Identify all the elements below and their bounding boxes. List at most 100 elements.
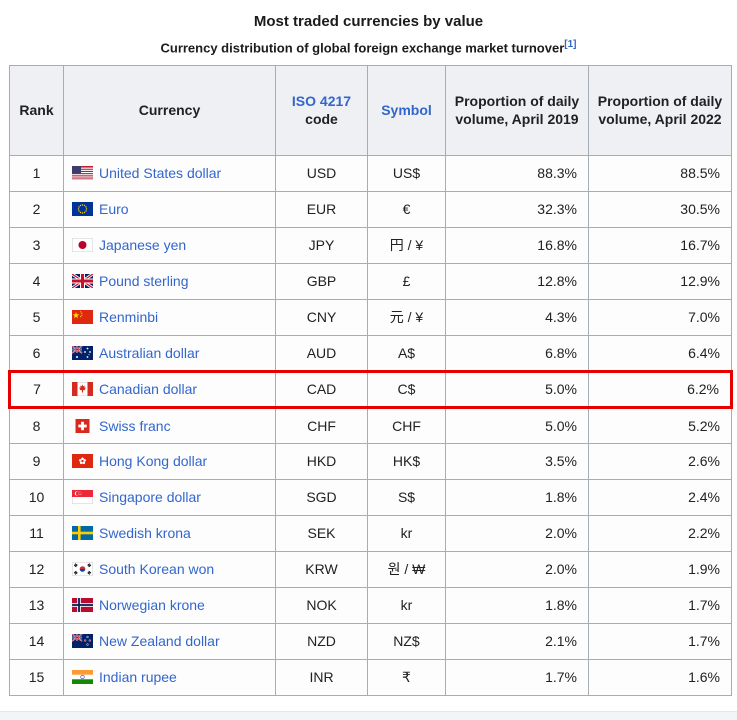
flag-icon-kr: [72, 562, 93, 577]
rank-header: Rank: [9, 65, 64, 157]
currency-link[interactable]: Australian dollar: [99, 344, 200, 361]
table-body: 1 United States dollar USD US$ 88.3% 88.…: [8, 155, 733, 697]
table-row: 9 Hong Kong dollar HKD HK$ 3.5% 2.6%: [9, 443, 732, 481]
volume-2022-cell: 88.5%: [588, 155, 732, 193]
volume-2019-cell: 5.0%: [445, 370, 589, 410]
rank-cell: 15: [9, 659, 64, 697]
flag-icon-gb: [72, 274, 93, 289]
currency-cell: Canadian dollar: [63, 370, 276, 410]
iso-code-cell: CHF: [275, 407, 368, 445]
currency-cell: Norwegian krone: [63, 587, 276, 625]
flag-icon-au: [72, 345, 93, 360]
symbol-cell: CHF: [367, 407, 446, 445]
rank-cell: 1: [9, 155, 64, 193]
rank-cell: 9: [9, 443, 64, 481]
volume-2022-cell: 1.7%: [588, 587, 732, 625]
flag-icon-us: [72, 166, 93, 181]
flag-icon-no: [72, 598, 93, 613]
currency-link[interactable]: Swiss franc: [99, 417, 171, 434]
volume-2019-cell: 2.0%: [445, 551, 589, 589]
currency-cell: Euro: [63, 191, 276, 229]
currency-link[interactable]: Singapore dollar: [99, 489, 201, 506]
currency-cell: Pound sterling: [63, 263, 276, 301]
table-row: 14 New Zealand dollar NZD NZ$ 2.1% 1.7%: [9, 623, 732, 661]
rank-cell: 3: [9, 227, 64, 265]
flag-icon-jp: [72, 238, 93, 253]
iso-4217-link[interactable]: ISO 4217: [291, 93, 352, 110]
table-row: 4 Pound sterling GBP £ 12.8% 12.9%: [9, 263, 732, 301]
currency-cell: Japanese yen: [63, 227, 276, 265]
volume-2019-cell: 1.7%: [445, 659, 589, 697]
table-row: 15 Indian rupee INR ₹ 1.7% 1.6%: [9, 659, 732, 697]
flag-icon-ca: [72, 382, 93, 397]
currency-header: Currency: [63, 65, 276, 157]
volume-2022-cell: 6.2%: [588, 370, 733, 410]
currency-link[interactable]: Japanese yen: [99, 237, 187, 254]
symbol-cell: 元 / ¥: [367, 299, 446, 337]
volume-2019-cell: 5.0%: [445, 407, 589, 445]
volume-2022-cell: 1.7%: [588, 623, 732, 661]
currency-cell: Swedish krona: [63, 515, 276, 553]
flag-icon-ch: [72, 418, 93, 433]
flag-icon-in: [72, 670, 93, 685]
symbol-cell: S$: [367, 479, 446, 517]
volume-2019-cell: 2.0%: [445, 515, 589, 553]
currency-link[interactable]: Euro: [99, 201, 129, 218]
currency-link[interactable]: Indian rupee: [99, 669, 177, 686]
currency-link[interactable]: Renminbi: [99, 309, 159, 326]
currencies-table: Rank Currency ISO 4217 code Symbol Propo…: [8, 65, 733, 697]
currency-link[interactable]: New Zealand dollar: [99, 633, 220, 650]
symbol-cell: US$: [367, 155, 446, 193]
volume-2019-cell: 2.1%: [445, 623, 589, 661]
volume-2019-header: Proportion of daily volume, April 2019: [445, 65, 589, 157]
currency-link[interactable]: Pound sterling: [99, 273, 189, 290]
symbol-cell: ₹: [367, 659, 446, 697]
table-row: 13 Norwegian krone NOK kr 1.8% 1.7%: [9, 587, 732, 625]
citation-link[interactable]: [1]: [564, 39, 577, 50]
rank-cell: 14: [9, 623, 64, 661]
iso-code-label: code: [305, 110, 338, 127]
table-row: 7 Canadian dollar CAD C$ 5.0% 6.2%: [8, 370, 733, 410]
currency-cell: New Zealand dollar: [63, 623, 276, 661]
currency-link[interactable]: Hong Kong dollar: [99, 453, 208, 470]
flag-icon-cn: [72, 310, 93, 325]
currency-link[interactable]: Norwegian krone: [99, 597, 205, 614]
flag-icon-sg: [72, 490, 93, 505]
rank-cell: 2: [9, 191, 64, 229]
iso-code-cell: CNY: [275, 299, 368, 337]
volume-2022-cell: 30.5%: [588, 191, 732, 229]
iso-code-cell: HKD: [275, 443, 368, 481]
iso-code-cell: USD: [275, 155, 368, 193]
volume-2019-cell: 4.3%: [445, 299, 589, 337]
currency-cell: Singapore dollar: [63, 479, 276, 517]
currency-link[interactable]: United States dollar: [99, 165, 222, 182]
iso-code-cell: KRW: [275, 551, 368, 589]
table-row: 11 Swedish krona SEK kr 2.0% 2.2%: [9, 515, 732, 553]
symbol-cell: €: [367, 191, 446, 229]
symbol-cell: 원 / ₩: [367, 551, 446, 589]
symbol-cell: C$: [367, 370, 446, 410]
volume-2019-cell: 88.3%: [445, 155, 589, 193]
volume-2022-cell: 2.2%: [588, 515, 732, 553]
volume-2022-cell: 2.4%: [588, 479, 732, 517]
rank-cell: 5: [9, 299, 64, 337]
symbol-cell: kr: [367, 515, 446, 553]
volume-2022-header: Proportion of daily volume, April 2022: [588, 65, 732, 157]
table-row: 3 Japanese yen JPY 円 / ¥ 16.8% 16.7%: [9, 227, 732, 265]
currency-link[interactable]: Canadian dollar: [99, 381, 198, 398]
symbol-cell: HK$: [367, 443, 446, 481]
volume-2022-cell: 12.9%: [588, 263, 732, 301]
table-row: 5 Renminbi CNY 元 / ¥ 4.3% 7.0%: [9, 299, 732, 337]
table-row: 8 Swiss franc CHF CHF 5.0% 5.2%: [9, 407, 732, 445]
symbol-link[interactable]: Symbol: [381, 102, 432, 119]
iso-code-cell: GBP: [275, 263, 368, 301]
rank-cell: 6: [9, 335, 64, 373]
symbol-header: Symbol: [367, 65, 446, 157]
rank-cell: 10: [9, 479, 64, 517]
subtitle-text: Currency distribution of global foreign …: [160, 40, 565, 56]
currency-cell: Hong Kong dollar: [63, 443, 276, 481]
iso-code-cell: CAD: [275, 370, 368, 410]
currency-link[interactable]: South Korean won: [99, 561, 215, 578]
flag-icon-se: [72, 526, 93, 541]
currency-link[interactable]: Swedish krona: [99, 525, 191, 542]
